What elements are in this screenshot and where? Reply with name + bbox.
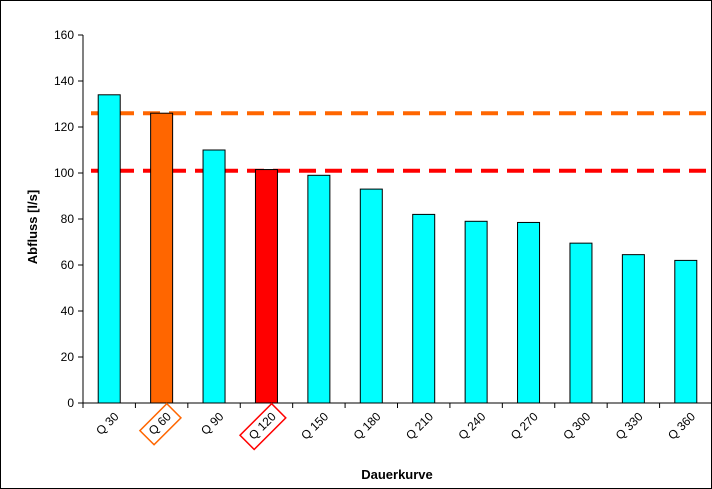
bar [464,220,488,404]
bar [202,149,226,404]
y-tick-label: 80 [61,212,75,226]
x-tick-label: Q 150 [298,409,331,442]
y-axis-title: Abfluss [l/s] [25,190,40,264]
y-axis-ticks: 0 20 40 60 80 100 120 140 160 [54,28,83,410]
y-tick-label: 160 [54,28,74,42]
x-tick-label: Q 210 [403,409,436,442]
bar [97,94,121,404]
y-tick-label: 140 [54,74,74,88]
x-tick-label-group: Q 270 [508,409,541,442]
y-tick-label: 60 [61,258,75,272]
highlight-box [238,402,287,451]
x-tick-label: Q 30 [93,409,122,438]
bar [150,112,174,404]
x-tick-label-group: Q 150 [298,409,331,442]
x-tick-label-group: Q 30 [93,409,122,438]
x-tick-label: Q 330 [613,409,646,442]
x-tick-label: Q 90 [198,409,227,438]
x-tick-label: Q 60 [146,409,175,438]
y-tick-label: 120 [54,120,74,134]
reference-lines [91,111,708,173]
x-axis-title: Dauerkurve [361,467,433,482]
x-tick-label-group: Q 300 [560,409,593,442]
x-tick-label-group: Q 210 [403,409,436,442]
bar [674,259,698,404]
x-tick-label-group: Q 240 [455,409,488,442]
bar [307,174,331,404]
y-tick-label: 20 [61,350,75,364]
y-tick-label: 0 [67,396,74,410]
x-tick-label: Q 270 [508,409,541,442]
bar [517,221,541,404]
x-tick-label: Q 120 [246,409,279,442]
highlight-box [138,402,182,446]
x-tick-label: Q 360 [665,409,698,442]
bar [569,242,593,404]
bar [621,254,645,404]
x-axis-ticks: Q 30 Q 60 Q 90 Q 120 Q 150 Q 180 Q 210 Q 240 Q 2… [82,402,712,451]
x-tick-label-group: Q 90 [198,409,227,438]
bars [97,94,698,404]
x-tick-label-group: Q 180 [351,409,384,442]
y-tick-label: 40 [61,304,75,318]
x-tick-label: Q 240 [455,409,488,442]
bar [412,213,436,404]
x-tick-label-group: Q 60 [138,402,182,446]
bar [254,169,278,404]
x-tick-label: Q 300 [560,409,593,442]
x-tick-label: Q 180 [351,409,384,442]
y-tick-label: 100 [54,166,74,180]
x-tick-label-group: Q 360 [665,409,698,442]
x-tick-label-group: Q 330 [613,409,646,442]
bar [359,188,383,404]
x-tick-label-group: Q 120 [238,402,287,451]
